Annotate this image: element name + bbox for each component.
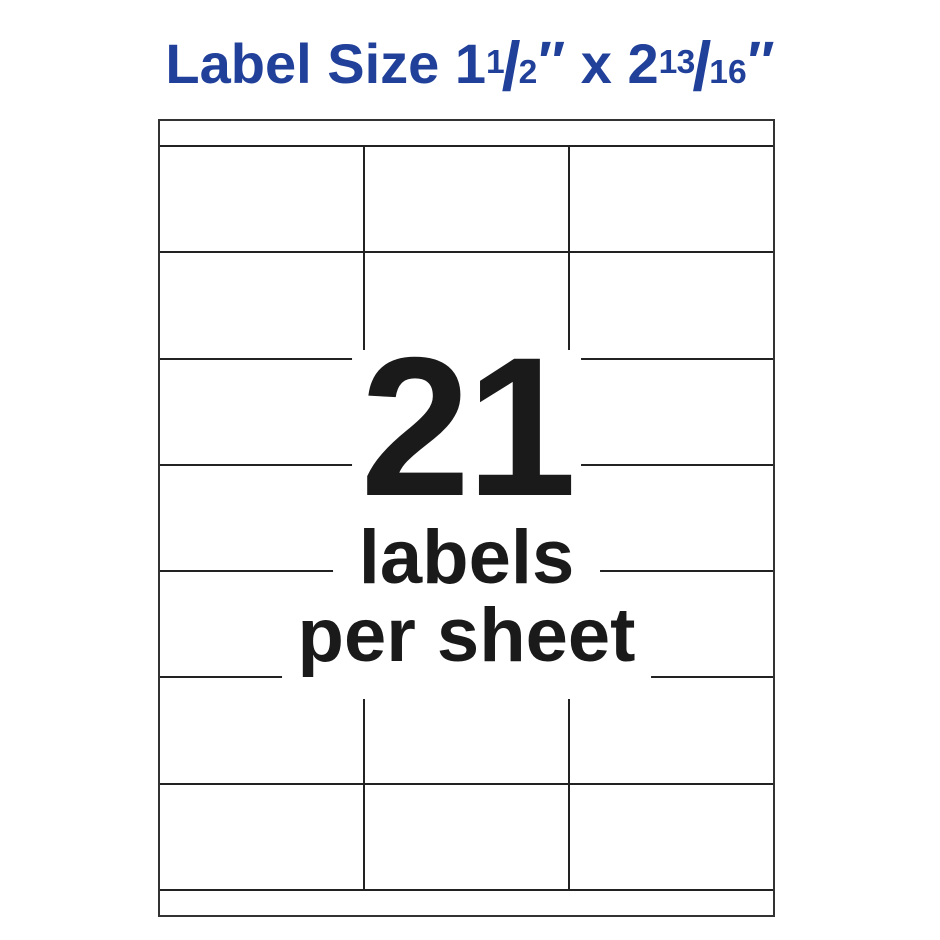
height-inch-mark: ″ [747, 29, 775, 93]
dimensions-separator: x [565, 32, 628, 96]
labels-count: 21 [352, 327, 581, 526]
height-whole-number: 2 [627, 32, 659, 96]
row-divider-line [160, 782, 773, 785]
title-prefix: Label Size [165, 32, 455, 96]
row-divider-line [160, 251, 773, 254]
labels-count-overlay: 21 labels per sheet [281, 327, 652, 699]
width-inch-mark: ″ [538, 29, 566, 93]
labels-word: labels [332, 504, 601, 597]
height-fraction-numerator: 13 [658, 44, 696, 82]
width-whole-number: 1 [454, 32, 487, 96]
label-size-title: Label Size 11/2″ x 213/16″ [0, 29, 940, 105]
width-fraction-numerator: 1 [486, 44, 505, 82]
per-sheet-text: per sheet [281, 597, 652, 699]
height-fraction-slash: / [692, 29, 712, 105]
row-divider-line [160, 889, 773, 891]
width-fraction-denominator: 2 [518, 54, 538, 92]
height-fraction-denominator: 16 [709, 54, 747, 92]
label-sheet: 21 labels per sheet [158, 119, 775, 917]
row-divider-line [160, 145, 773, 147]
width-fraction-slash: / [501, 29, 521, 105]
